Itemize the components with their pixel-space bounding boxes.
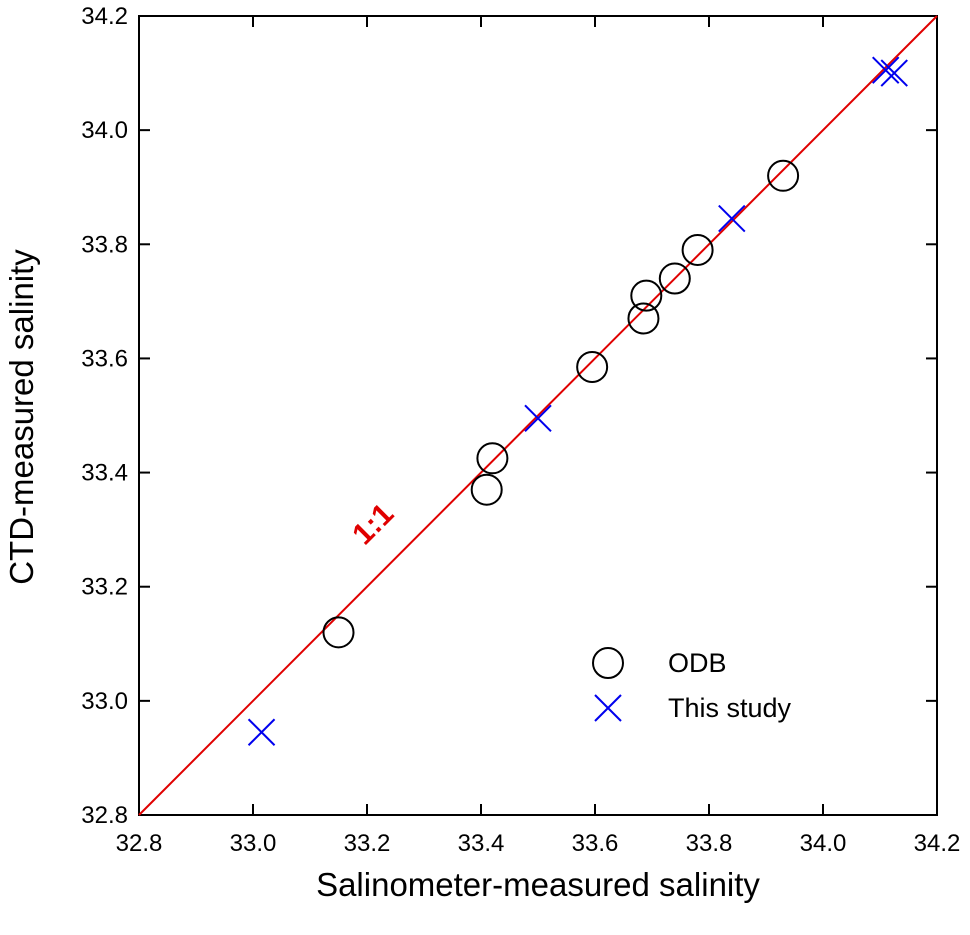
- x-tick-label: 34.2: [914, 830, 961, 857]
- reference-line-1-1: [138, 15, 938, 816]
- reference-line-label: 1:1: [346, 497, 400, 551]
- x-tick-label: 34.0: [800, 830, 847, 857]
- y-axis-title: CTD-measured salinity: [3, 249, 40, 585]
- legend-label: ODB: [668, 648, 727, 678]
- x-tick-label: 33.0: [230, 830, 277, 857]
- legend-odb-marker: [592, 647, 624, 679]
- odb-point: [627, 302, 660, 335]
- y-tick-label: 34.2: [81, 3, 128, 30]
- y-tick-label: 33.4: [81, 460, 128, 487]
- this-study-point: [871, 56, 900, 84]
- x-tick-label: 33.2: [344, 830, 391, 857]
- odb-point: [476, 442, 509, 475]
- x-tick-label: 33.6: [572, 830, 619, 857]
- odb-point: [322, 616, 355, 649]
- y-tick-label: 33.2: [81, 574, 128, 601]
- this-study-point: [718, 204, 746, 233]
- x-tick-label: 33.8: [686, 830, 733, 857]
- odb-point: [767, 159, 800, 192]
- odb-point: [658, 262, 691, 295]
- this-study-point: [247, 718, 276, 746]
- x-tick-label: 32.8: [116, 830, 163, 857]
- y-tick-label: 33.8: [81, 231, 128, 258]
- legend-label: This study: [668, 693, 792, 723]
- odb-point: [576, 350, 609, 383]
- x-axis-title: Salinometer-measured salinity: [316, 866, 760, 903]
- legend-this-study-marker: [594, 694, 622, 722]
- y-tick-label: 33.0: [81, 688, 128, 715]
- odb-point: [681, 233, 714, 266]
- this-study-point: [524, 404, 552, 433]
- this-study-point: [880, 59, 908, 87]
- odb-point: [630, 279, 663, 312]
- y-tick-label: 32.8: [81, 802, 128, 829]
- plot-frame: [138, 15, 938, 816]
- odb-point: [470, 473, 503, 506]
- x-tick-label: 33.4: [458, 830, 505, 857]
- y-tick-label: 33.6: [81, 345, 128, 372]
- legend: ODB This study: [592, 647, 792, 723]
- y-tick-label: 34.0: [81, 117, 128, 144]
